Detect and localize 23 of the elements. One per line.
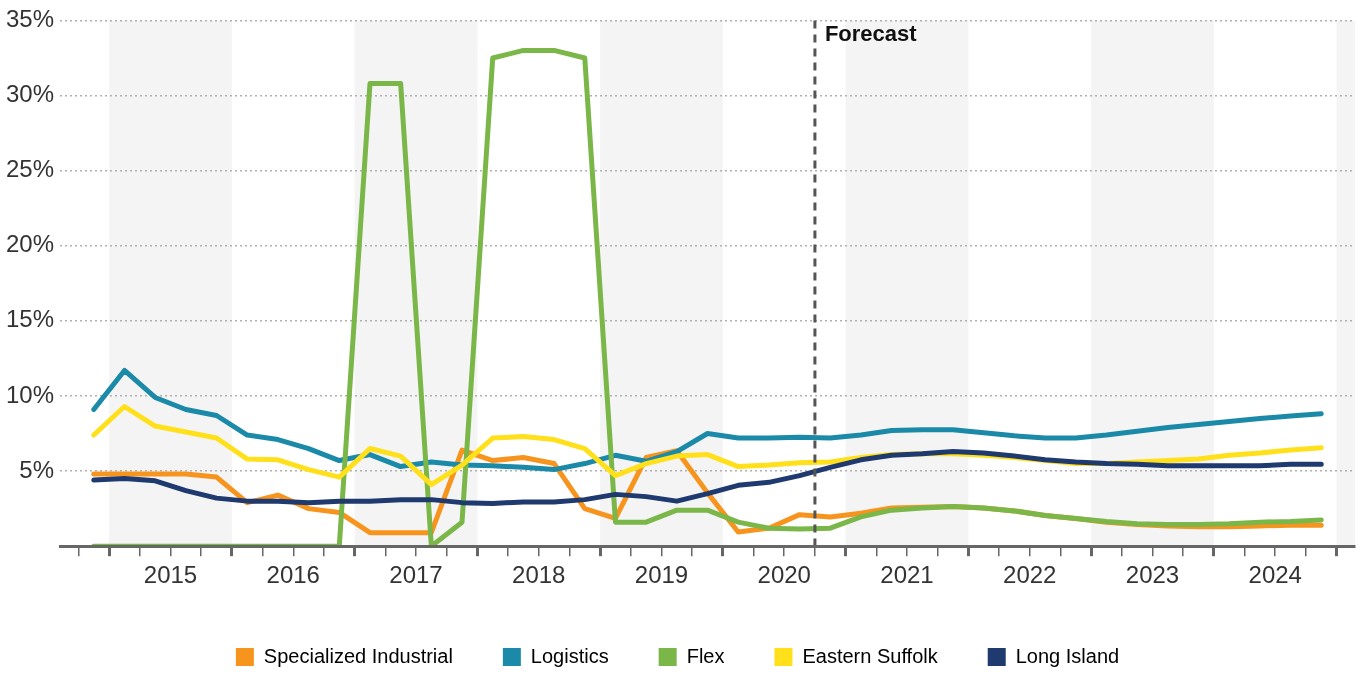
legend-label: Flex: [686, 644, 725, 667]
x-tick-label: 2019: [634, 561, 689, 589]
y-tick-label: 25%: [5, 155, 55, 183]
ref-line-label: Forecast: [824, 21, 918, 47]
x-tick-label: 2016: [266, 561, 320, 589]
y-tick-label: 10%: [5, 380, 55, 408]
legend-label: Logistics: [530, 644, 609, 667]
y-tick-label: 20%: [5, 230, 55, 258]
y-tick-label: 5%: [19, 455, 55, 483]
y-tick-label: 30%: [5, 80, 55, 108]
x-tick-label: 2022: [1003, 561, 1057, 589]
y-tick-label: 15%: [5, 305, 55, 333]
x-tick-label: 2023: [1125, 561, 1180, 589]
x-tick-label: 2017: [389, 561, 443, 589]
x-tick-label: 2018: [512, 561, 566, 589]
x-tick-label: 2021: [880, 561, 934, 589]
x-tick-label: 2020: [757, 561, 811, 589]
legend-label: Eastern Suffolk: [802, 644, 939, 667]
x-tick-label: 2024: [1248, 561, 1302, 589]
x-tick-label: 2015: [143, 561, 198, 589]
legend-label: Specialized Industrial: [263, 644, 453, 667]
y-tick-label: 35%: [5, 5, 55, 33]
legend-label: Long Island: [1015, 644, 1120, 667]
